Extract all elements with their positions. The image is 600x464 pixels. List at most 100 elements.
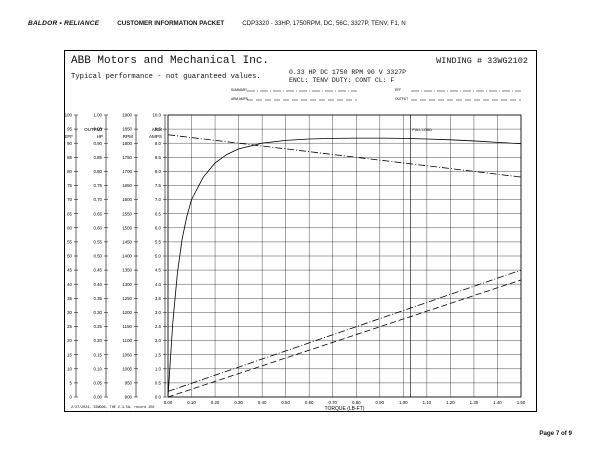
axis-tick-label: 1.00 bbox=[93, 113, 102, 118]
axis-tick-label: 1800 bbox=[122, 141, 132, 146]
axis-tick-label: 0.90 bbox=[93, 141, 102, 146]
footnote: 2/27/2024, 33WG06, THE 2.3.5A, record 25… bbox=[71, 405, 154, 410]
axis-tick-label: 60 bbox=[67, 225, 72, 230]
axis-tick-label: 900 bbox=[125, 395, 133, 400]
axis-tick-label: 0.15 bbox=[93, 352, 102, 357]
packet-title: CUSTOMER INFORMATION PACKET bbox=[117, 20, 225, 27]
axis-header: RPM bbox=[123, 134, 133, 139]
performance-sheet: ABB Motors and Mechanical Inc. Typical p… bbox=[64, 50, 537, 412]
axis-tick-label: 0.50 bbox=[93, 254, 102, 259]
axis-tick-label: 1.5 bbox=[155, 352, 162, 357]
x-tick-label: 1.50 bbox=[517, 400, 526, 405]
axis-tick-label: 7.0 bbox=[155, 197, 162, 202]
axis-tick-label: 0.30 bbox=[93, 310, 102, 315]
axis-tick-label: 950 bbox=[125, 381, 133, 386]
axis-tick-label: 8.5 bbox=[155, 155, 162, 160]
axis-tick-label: 0.35 bbox=[93, 296, 102, 301]
axis-tick-label: 1600 bbox=[122, 197, 132, 202]
axis-tick-label: 0.85 bbox=[93, 155, 102, 160]
legend-label: EFF bbox=[395, 88, 401, 92]
axis-tick-label: 75 bbox=[67, 183, 72, 188]
axis-tick-label: 45 bbox=[67, 268, 72, 273]
full-load-label: FULL LOAD bbox=[412, 128, 432, 132]
legend-label: OUTPUT bbox=[395, 97, 408, 101]
axis-tick-label: 7.5 bbox=[155, 183, 162, 188]
axis-header: HP bbox=[97, 134, 103, 139]
axis-tick-label: 4.5 bbox=[155, 268, 162, 273]
axis-tick-label: 1850 bbox=[122, 127, 132, 132]
axis-tick-label: 5.5 bbox=[155, 240, 162, 245]
axis-tick-label: 20 bbox=[67, 338, 72, 343]
axis-tick-label: 100 bbox=[65, 113, 73, 118]
winding-number: WINDING # 33WG2102 bbox=[436, 56, 528, 66]
axis-tick-label: 0.55 bbox=[93, 240, 102, 245]
axis-tick-label: 9.5 bbox=[155, 127, 162, 132]
x-axis-title: TORQUE (LB-FT) bbox=[325, 406, 365, 412]
axis-tick-label: 55 bbox=[67, 240, 72, 245]
product-description: CDP3320 - 33HP, 1750RPM, DC, 56C, 3327P,… bbox=[242, 20, 406, 27]
packet-header: BALDOR • RELIANCE CUSTOMER INFORMATION P… bbox=[28, 20, 406, 27]
axis-tick-label: 85 bbox=[67, 155, 72, 160]
axis-tick-label: 5 bbox=[70, 381, 73, 386]
x-tick-label: 0.30 bbox=[234, 400, 243, 405]
axis-tick-label: 0.40 bbox=[93, 282, 102, 287]
axis-tick-label: 6.5 bbox=[155, 211, 162, 216]
x-tick-label: 0.80 bbox=[352, 400, 361, 405]
axis-tick-label: 0.70 bbox=[93, 197, 102, 202]
axis-tick-label: 0.75 bbox=[93, 183, 102, 188]
axis-tick-label: 0.5 bbox=[155, 381, 162, 386]
axis-tick-label: 2.0 bbox=[155, 338, 162, 343]
axis-header: ARM bbox=[152, 127, 162, 132]
axis-tick-label: 9.0 bbox=[155, 141, 162, 146]
axis-tick-label: 1400 bbox=[122, 254, 132, 259]
axis-tick-label: 1.0 bbox=[155, 366, 162, 371]
axis-tick-label: 10.0 bbox=[152, 113, 161, 118]
axis-header: %EFF bbox=[65, 134, 73, 139]
legend-label: SUMMARY bbox=[231, 88, 248, 92]
axis-tick-label: 0.65 bbox=[93, 211, 102, 216]
x-tick-label: 0.50 bbox=[281, 400, 290, 405]
axis-tick-label: 1150 bbox=[123, 324, 133, 329]
series-line--eff bbox=[167, 137, 522, 398]
axis-tick-label: 2.5 bbox=[155, 324, 162, 329]
axis-tick-label: 90 bbox=[67, 141, 72, 146]
x-tick-label: 0.90 bbox=[376, 400, 385, 405]
axis-tick-label: 0.10 bbox=[93, 366, 102, 371]
axis-tick-label: 15 bbox=[67, 352, 72, 357]
axis-tick-label: 35 bbox=[67, 296, 72, 301]
axis-tick-label: 1300 bbox=[122, 282, 132, 287]
axis-tick-label: 0.20 bbox=[93, 338, 102, 343]
axis-tick-label: 1550 bbox=[122, 211, 132, 216]
axis-tick-label: 0.45 bbox=[93, 268, 102, 273]
axis-tick-label: 70 bbox=[67, 197, 72, 202]
axis-tick-label: 95 bbox=[67, 127, 72, 132]
axis-tick-label: 1200 bbox=[122, 310, 132, 315]
series-line-output-hp bbox=[167, 279, 522, 398]
series-line-arm-amps bbox=[167, 269, 522, 392]
axis-tick-label: 1500 bbox=[122, 225, 132, 230]
axis-tick-label: 40 bbox=[67, 282, 72, 287]
x-tick-label: 1.20 bbox=[446, 400, 455, 405]
axis-tick-label: 0.25 bbox=[93, 324, 102, 329]
axis-tick-label: 30 bbox=[67, 310, 72, 315]
axis-tick-label: 1100 bbox=[123, 338, 133, 343]
series-line-rpm bbox=[167, 134, 522, 178]
axis-tick-label: 50 bbox=[67, 254, 72, 259]
axis-header: AMPS bbox=[149, 134, 162, 139]
axis-tick-label: 0.0 bbox=[155, 395, 162, 400]
axis-tick-label: 8.0 bbox=[155, 169, 162, 174]
axis-tick-label: 1250 bbox=[122, 296, 132, 301]
axis-tick-label: 1650 bbox=[122, 183, 132, 188]
axis-tick-label: 0.60 bbox=[93, 225, 102, 230]
axis-tick-label: 0.95 bbox=[93, 127, 102, 132]
x-tick-label: 1.00 bbox=[399, 400, 408, 405]
axis-tick-label: 0.80 bbox=[93, 169, 102, 174]
axis-tick-label: 3.5 bbox=[155, 296, 162, 301]
axis-tick-label: 1350 bbox=[122, 268, 132, 273]
x-tick-label: 0.60 bbox=[305, 400, 314, 405]
spec-line-2: ENCL: TENV DUTY: CONT CL: F bbox=[289, 77, 395, 84]
x-tick-label: 0.70 bbox=[328, 400, 337, 405]
axis-tick-label: 1000 bbox=[122, 366, 132, 371]
x-tick-label: 0.00 bbox=[164, 400, 173, 405]
axis-tick-label: 10 bbox=[67, 366, 72, 371]
